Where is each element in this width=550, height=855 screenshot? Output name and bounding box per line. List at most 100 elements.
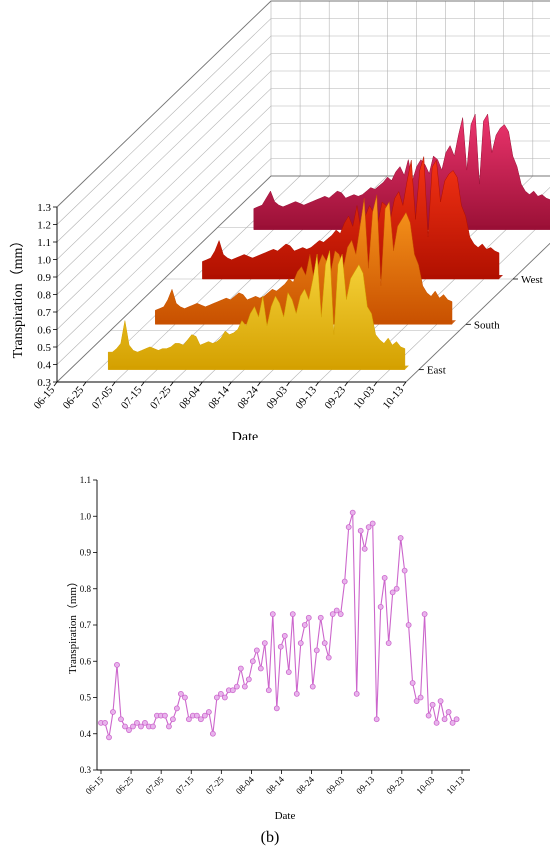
y-tick-label: 0.7 <box>80 620 92 630</box>
y-tick-label: 1.0 <box>80 511 92 521</box>
data-point <box>369 520 376 527</box>
data-point <box>385 640 392 647</box>
data-point <box>110 709 116 715</box>
area-north <box>253 113 550 230</box>
data-point <box>441 716 448 723</box>
data-point <box>417 694 424 701</box>
data-point <box>174 705 180 712</box>
x-tick-label: 09-13 <box>354 774 376 796</box>
data-point <box>381 574 388 581</box>
data-point <box>425 712 432 719</box>
x-tick <box>82 381 87 387</box>
y-tick-label: 0.9 <box>80 548 92 558</box>
data-point <box>114 661 120 668</box>
data-point <box>138 723 144 730</box>
data-point <box>249 658 256 665</box>
data-point <box>229 687 236 694</box>
data-point <box>201 712 208 719</box>
data-point <box>150 723 156 730</box>
x-tick-label: 09-23 <box>322 384 348 412</box>
area-west <box>202 156 500 280</box>
data-point <box>142 719 148 726</box>
data-point <box>329 611 336 618</box>
y-tick-label: 0.3 <box>80 765 92 775</box>
data-point <box>361 545 368 552</box>
x-tick <box>199 381 203 387</box>
data-point <box>170 716 176 723</box>
data-point <box>429 701 436 708</box>
data-point <box>393 585 400 592</box>
data-point <box>265 687 272 694</box>
data-point <box>193 712 200 719</box>
y-tick-label: 1.3 <box>37 202 51 214</box>
x-tick <box>344 381 349 387</box>
data-point <box>273 705 280 712</box>
series-label-east: East <box>427 365 446 377</box>
x-tick-label: 07-15 <box>174 774 196 796</box>
data-point <box>106 734 112 741</box>
data-point <box>445 709 452 715</box>
y-tick-label: 0.8 <box>80 584 92 594</box>
data-point <box>337 611 344 618</box>
data-point <box>353 690 360 697</box>
data-point <box>281 632 288 639</box>
y-tick-label: 1.0 <box>37 255 51 267</box>
x-tick-label: 09-03 <box>264 384 290 412</box>
x-tick-label: 08-04 <box>234 774 256 796</box>
data-point <box>209 730 216 737</box>
data-point <box>261 640 268 647</box>
data-point <box>118 716 124 723</box>
data-point <box>241 683 248 690</box>
data-point <box>373 716 380 723</box>
data-point <box>233 683 240 690</box>
y-axis-title: Transpiration（mm） <box>66 576 79 674</box>
x-tick <box>170 381 174 387</box>
data-point <box>182 694 188 701</box>
data-point <box>245 676 252 683</box>
x-tick-label: 10-03 <box>414 774 436 796</box>
y-tick-label: 0.5 <box>37 342 51 354</box>
x-tick-label: 07-15 <box>119 384 145 412</box>
data-point <box>437 698 444 705</box>
data-point <box>237 665 244 672</box>
data-point <box>102 719 108 726</box>
data-point <box>377 603 384 610</box>
x-tick-label: 09-13 <box>293 384 319 412</box>
x-tick <box>140 381 145 387</box>
area-base-east <box>108 365 409 370</box>
x-tick-label: 10-13 <box>444 774 466 796</box>
y-tick-label: 0.3 <box>37 377 51 389</box>
y-tick-label: 0.6 <box>80 656 92 666</box>
area-east <box>107 250 406 370</box>
data-point <box>257 665 264 672</box>
data-point <box>341 578 348 585</box>
data-point <box>221 694 228 701</box>
x-tick-label: 07-05 <box>144 774 166 796</box>
x-tick-label: 10-03 <box>352 384 378 412</box>
data-point <box>185 716 192 723</box>
x-tick-label: 08-24 <box>294 774 316 796</box>
y-tick-label: 0.9 <box>37 272 51 284</box>
x-tick-label: 07-25 <box>204 774 226 796</box>
x-tick-label: 09-23 <box>384 774 406 796</box>
data-point <box>449 719 456 726</box>
data-point <box>293 690 300 697</box>
x-tick <box>402 381 407 387</box>
x-tick-label: 08-14 <box>264 774 286 796</box>
data-point <box>285 669 292 676</box>
x-tick-label: 06-15 <box>32 384 58 412</box>
data-point <box>421 611 428 618</box>
data-point <box>289 611 296 618</box>
data-point <box>321 640 328 647</box>
area-south <box>155 194 453 325</box>
data-point <box>213 694 220 701</box>
data-point <box>349 509 356 516</box>
data-point <box>162 712 168 719</box>
data-point <box>297 640 304 647</box>
y-tick-label: 0.5 <box>80 693 92 703</box>
x-tick-label: 10-13 <box>381 384 407 412</box>
x-tick <box>257 381 261 387</box>
x-tick-label: 07-25 <box>148 384 174 412</box>
series-line <box>101 512 457 738</box>
data-point <box>365 524 372 531</box>
